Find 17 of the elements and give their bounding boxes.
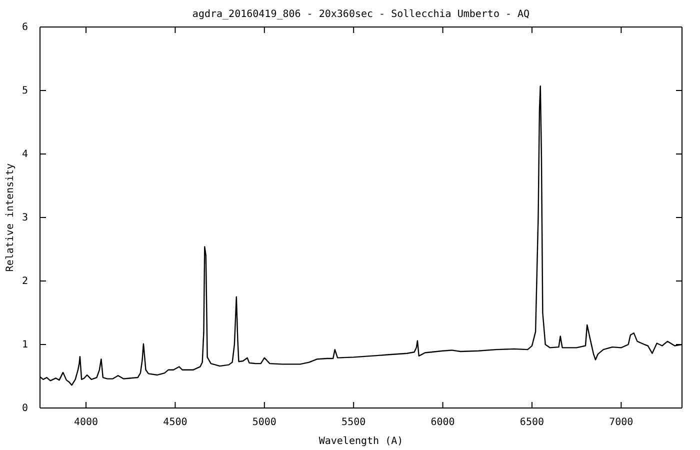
y-tick-label: 1 [22, 340, 28, 351]
x-axis-title: Wavelength (A) [318, 436, 404, 447]
x-tick-label: 7000 [609, 417, 634, 428]
y-tick-label: 6 [22, 22, 28, 34]
x-tick-label: 6500 [520, 417, 544, 428]
y-axis-title: Relative intensity [5, 163, 16, 272]
x-tick-label: 6000 [430, 417, 455, 428]
y-tick-label: 0 [22, 403, 28, 414]
chart-title: agdra_20160419_806 - 20x360sec - Sollecchia Umberto - AQ [192, 9, 530, 20]
y-tick-label: 4 [22, 149, 28, 160]
x-tick-label: 4000 [74, 417, 98, 428]
y-tick-label: 3 [22, 212, 28, 224]
x-tick-label: 5500 [342, 417, 366, 428]
y-tick-label: 2 [22, 276, 28, 288]
x-tick-label: 4500 [163, 417, 188, 428]
y-tick-label: 5 [22, 86, 28, 97]
x-tick-label: 5000 [252, 417, 276, 428]
